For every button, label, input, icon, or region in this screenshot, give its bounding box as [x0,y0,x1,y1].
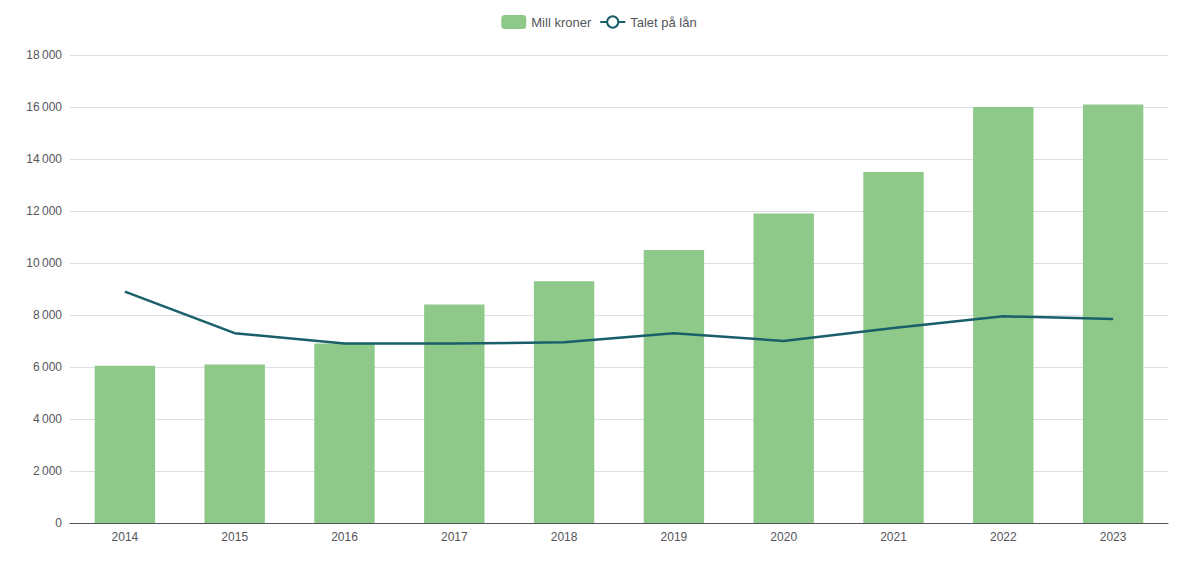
svg-text:2023: 2023 [1100,530,1127,544]
svg-text:2022: 2022 [990,530,1017,544]
svg-text:18 000: 18 000 [26,48,62,62]
svg-text:2017: 2017 [441,530,468,544]
svg-text:2019: 2019 [661,530,688,544]
svg-text:2016: 2016 [331,530,358,544]
svg-text:14 000: 14 000 [26,152,62,166]
svg-text:2014: 2014 [112,530,139,544]
svg-text:2020: 2020 [770,530,797,544]
svg-text:6 000: 6 000 [33,360,62,374]
svg-text:4 000: 4 000 [33,412,62,426]
svg-text:10 000: 10 000 [26,256,62,270]
svg-text:2018: 2018 [551,530,578,544]
svg-text:2021: 2021 [880,530,907,544]
svg-text:2015: 2015 [221,530,248,544]
svg-text:8 000: 8 000 [33,308,62,322]
svg-text:0: 0 [55,516,62,530]
svg-text:16 000: 16 000 [26,100,62,114]
svg-text:Mill kroner: Mill kroner [531,15,592,30]
svg-text:2 000: 2 000 [33,464,62,478]
svg-text:12 000: 12 000 [26,204,62,218]
svg-text:Talet på lån: Talet på lån [630,15,697,30]
